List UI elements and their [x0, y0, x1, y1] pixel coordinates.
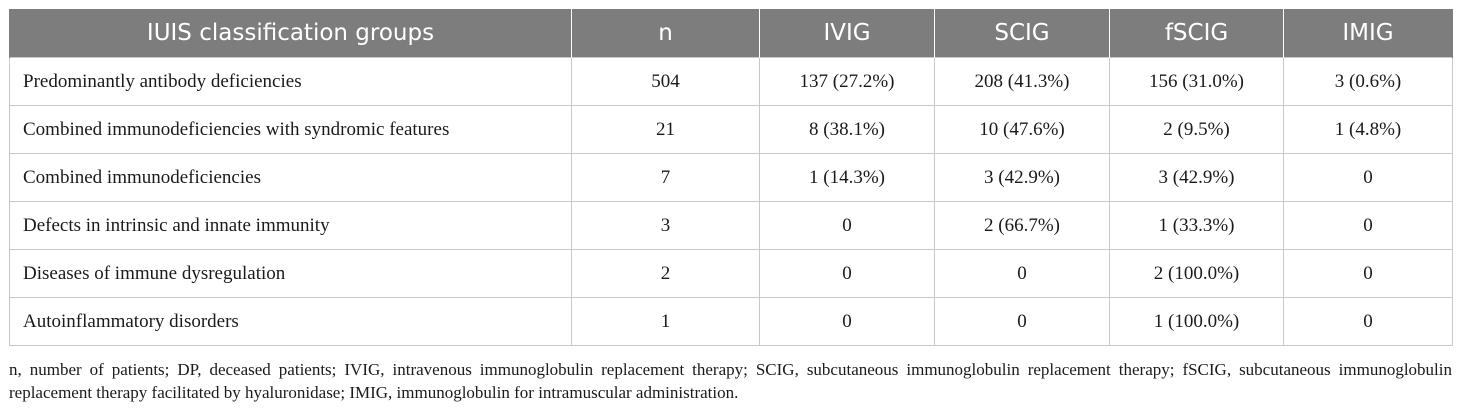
- cell-scig: 0: [934, 297, 1110, 346]
- cell-n: 21: [571, 105, 760, 154]
- cell-ivig: 0: [759, 249, 935, 298]
- cell-fscig: 2 (9.5%): [1109, 105, 1284, 154]
- table-footnote: n, number of patients; DP, deceased pati…: [9, 360, 1452, 402]
- cell-ivig: 8 (38.1%): [759, 105, 935, 154]
- cell-ivig: 1 (14.3%): [759, 153, 935, 202]
- cell-n: 1: [571, 297, 760, 346]
- table-row: Combined immunodeficiencies 7 1 (14.3%) …: [9, 153, 1453, 202]
- table-row: Diseases of immune dysregulation 2 0 0 2…: [9, 249, 1453, 298]
- header-cell-n: n: [571, 9, 760, 58]
- cell-n: 504: [571, 57, 760, 106]
- cell-n: 7: [571, 153, 760, 202]
- cell-group: Autoinflammatory disorders: [9, 297, 572, 346]
- cell-imig: 3 (0.6%): [1283, 57, 1453, 106]
- cell-scig: 10 (47.6%): [934, 105, 1110, 154]
- cell-imig: 1 (4.8%): [1283, 105, 1453, 154]
- cell-n: 3: [571, 201, 760, 250]
- cell-fscig: 2 (100.0%): [1109, 249, 1284, 298]
- cell-group: Combined immunodeficiencies: [9, 153, 572, 202]
- header-cell-imig: IMIG: [1283, 9, 1453, 58]
- header-cell-scig: SCIG: [934, 9, 1110, 58]
- table-body: Predominantly antibody deficiencies 504 …: [9, 57, 1453, 346]
- cell-fscig: 156 (31.0%): [1109, 57, 1284, 106]
- table-header: IUIS classification groups n IVIG SCIG f…: [9, 9, 1453, 58]
- cell-ivig: 0: [759, 297, 935, 346]
- cell-scig: 208 (41.3%): [934, 57, 1110, 106]
- cell-group: Predominantly antibody deficiencies: [9, 57, 572, 106]
- cell-group: Combined immunodeficiencies with syndrom…: [9, 105, 572, 154]
- data-table-container: IUIS classification groups n IVIG SCIG f…: [9, 9, 1453, 346]
- cell-imig: 0: [1283, 153, 1453, 202]
- cell-imig: 0: [1283, 201, 1453, 250]
- cell-scig: 0: [934, 249, 1110, 298]
- header-cell-fscig: fSCIG: [1109, 9, 1284, 58]
- table-row: Autoinflammatory disorders 1 0 0 1 (100.…: [9, 297, 1453, 346]
- cell-n: 2: [571, 249, 760, 298]
- cell-ivig: 137 (27.2%): [759, 57, 935, 106]
- cell-scig: 2 (66.7%): [934, 201, 1110, 250]
- classification-table: IUIS classification groups n IVIG SCIG f…: [9, 9, 1453, 346]
- cell-fscig: 3 (42.9%): [1109, 153, 1284, 202]
- header-cell-group: IUIS classification groups: [9, 9, 572, 58]
- table-row: Predominantly antibody deficiencies 504 …: [9, 57, 1453, 106]
- cell-imig: 0: [1283, 249, 1453, 298]
- cell-ivig: 0: [759, 201, 935, 250]
- header-cell-ivig: IVIG: [759, 9, 935, 58]
- cell-imig: 0: [1283, 297, 1453, 346]
- header-row: IUIS classification groups n IVIG SCIG f…: [9, 9, 1453, 58]
- table-row: Defects in intrinsic and innate immunity…: [9, 201, 1453, 250]
- cell-fscig: 1 (33.3%): [1109, 201, 1284, 250]
- table-row: Combined immunodeficiencies with syndrom…: [9, 105, 1453, 154]
- cell-group: Defects in intrinsic and innate immunity: [9, 201, 572, 250]
- cell-fscig: 1 (100.0%): [1109, 297, 1284, 346]
- cell-group: Diseases of immune dysregulation: [9, 249, 572, 298]
- cell-scig: 3 (42.9%): [934, 153, 1110, 202]
